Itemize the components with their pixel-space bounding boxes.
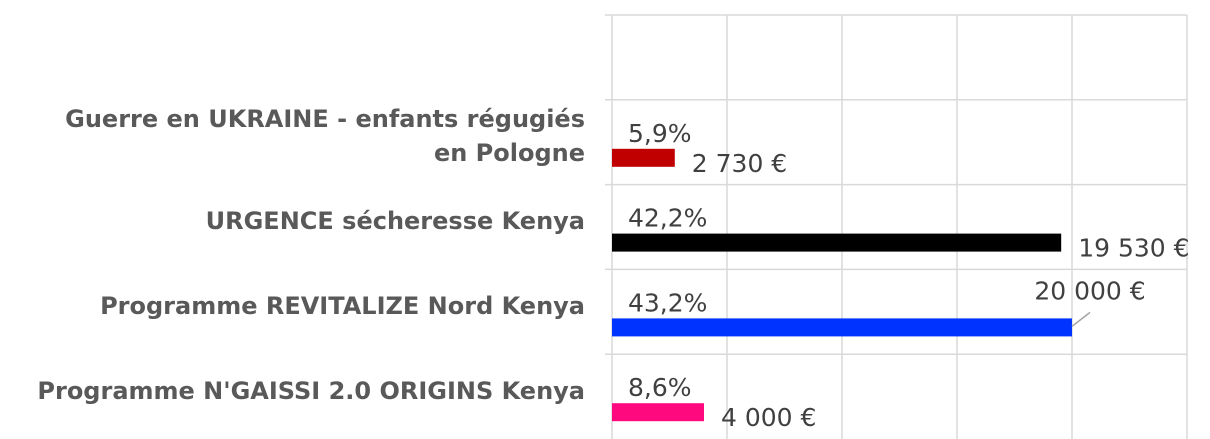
leader-line [1071,311,1091,327]
value-label: 4 000 € [721,403,816,432]
bar [612,403,704,422]
share-label: 5,9% [628,119,692,148]
category-label: Programme REVITALIZE Nord Kenya [100,291,585,320]
bar [612,233,1062,252]
category-label: Programme N'GAISSI 2.0 ORIGINS Kenya [37,376,585,405]
share-label: 42,2% [628,204,707,233]
category-label: URGENCE sécheresse Kenya [205,207,585,235]
value-label: 20 000 € [1034,276,1145,305]
category-label: Guerre en UKRAINE - enfants régugiés en … [65,105,585,168]
value-label: 19 530 € [1078,234,1189,263]
share-label: 43,2% [628,288,707,317]
value-label: 2 730 € [692,149,787,178]
share-label: 8,6% [628,373,692,402]
bar [612,318,1072,337]
bar [612,148,675,167]
